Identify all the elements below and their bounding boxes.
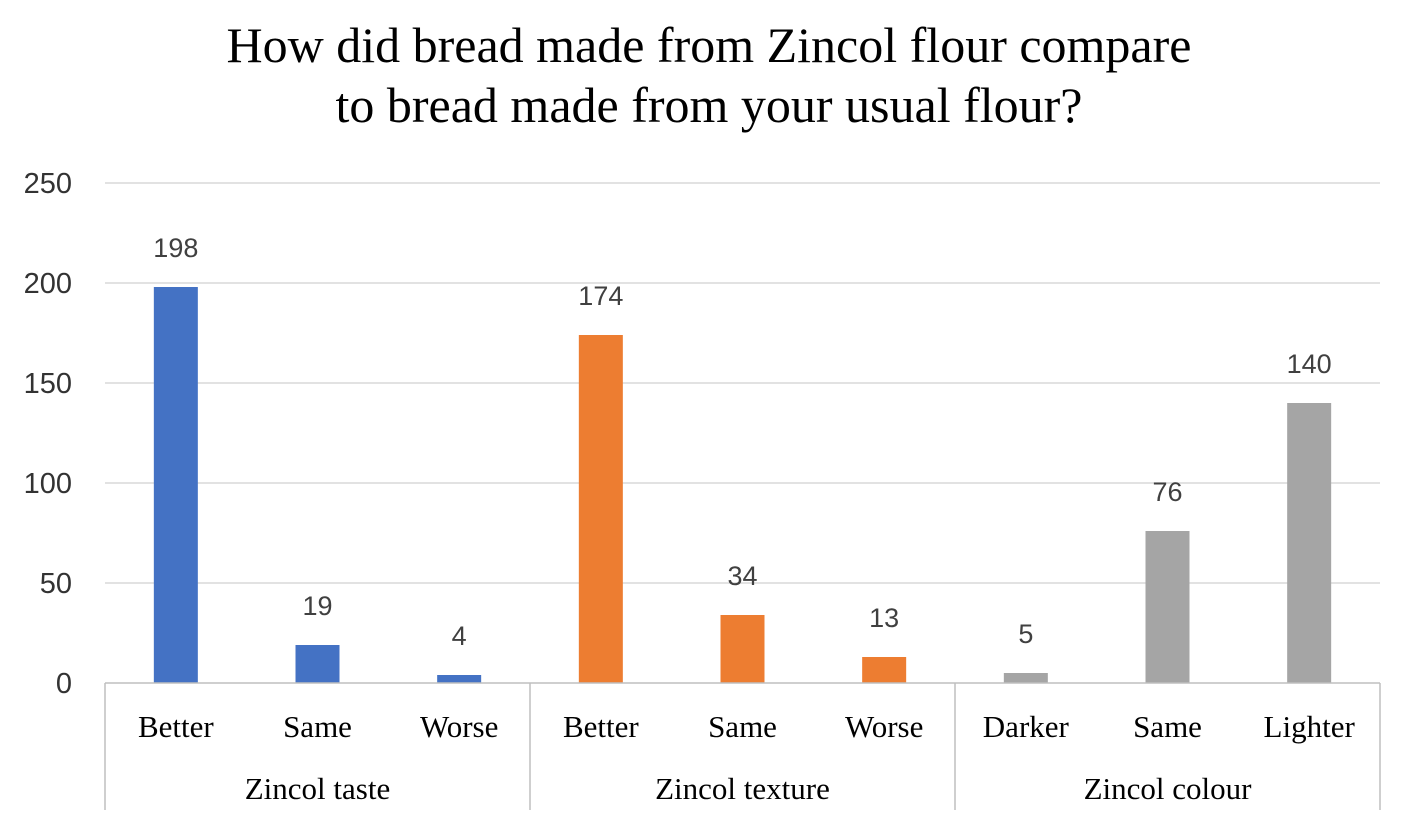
data-label: 19 bbox=[302, 591, 332, 621]
chart-title-line-2: to bread made from your usual flour? bbox=[336, 77, 1083, 133]
x-category-label: Same bbox=[283, 709, 352, 744]
y-axis-ticks: 0 50 100 150 200 250 bbox=[24, 168, 72, 700]
x-category-label: Same bbox=[708, 709, 777, 744]
x-category-label: Worse bbox=[845, 709, 923, 744]
data-label: 34 bbox=[727, 561, 757, 591]
x-category-label: Better bbox=[138, 709, 214, 744]
x-group-label: Zincol texture bbox=[655, 771, 830, 806]
x-category-label: Better bbox=[563, 709, 639, 744]
gridlines bbox=[105, 182, 1380, 584]
bar bbox=[578, 335, 623, 683]
bars bbox=[153, 287, 1332, 683]
bar bbox=[862, 657, 907, 683]
chart-title: How did bread made from Zincol flour com… bbox=[227, 17, 1192, 133]
value-labels: 198 19 4 174 34 13 5 76 140 bbox=[153, 233, 1331, 651]
data-label: 13 bbox=[869, 603, 899, 633]
data-label: 4 bbox=[452, 621, 467, 651]
y-tick-label: 250 bbox=[24, 168, 72, 200]
bar bbox=[1003, 673, 1048, 683]
bar bbox=[720, 615, 765, 683]
x-group-label: Zincol taste bbox=[245, 771, 390, 806]
chart-title-line-1: How did bread made from Zincol flour com… bbox=[227, 17, 1192, 73]
data-label: 76 bbox=[1152, 477, 1182, 507]
x-group-label: Zincol colour bbox=[1084, 771, 1253, 806]
x-category-label: Worse bbox=[420, 709, 498, 744]
y-tick-label: 100 bbox=[24, 468, 72, 500]
bar bbox=[1145, 531, 1190, 683]
bar bbox=[295, 645, 340, 683]
bar bbox=[1287, 403, 1332, 683]
data-label: 140 bbox=[1287, 349, 1332, 379]
y-tick-label: 0 bbox=[56, 668, 72, 700]
data-label: 174 bbox=[578, 281, 623, 311]
data-label: 5 bbox=[1018, 619, 1033, 649]
data-label: 198 bbox=[153, 233, 198, 263]
y-tick-label: 50 bbox=[40, 568, 72, 600]
x-axis: Better Same Worse Zincol taste Better Same Wor… bbox=[104, 682, 1381, 810]
y-tick-label: 150 bbox=[24, 368, 72, 400]
x-category-label: Same bbox=[1133, 709, 1202, 744]
x-category-label: Lighter bbox=[1264, 709, 1356, 744]
bar bbox=[153, 287, 198, 683]
y-tick-label: 200 bbox=[24, 268, 72, 300]
bar bbox=[437, 675, 482, 683]
x-category-label: Darker bbox=[983, 709, 1070, 744]
